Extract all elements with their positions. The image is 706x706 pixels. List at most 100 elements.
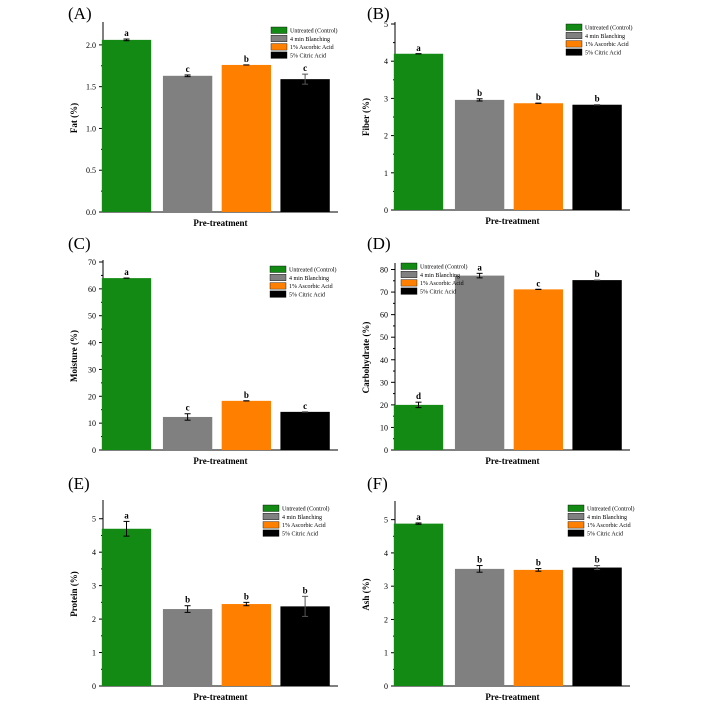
y-tick-label: 4 — [92, 548, 96, 557]
y-tick-label: 70 — [88, 258, 96, 267]
legend-swatch — [400, 279, 418, 287]
legend-label: 5% Citric Acid — [290, 53, 326, 59]
legend-label: Untreated (Control) — [289, 267, 336, 274]
legend-label: Untreated (Control) — [290, 28, 337, 35]
y-tick-label: 1 — [384, 169, 388, 178]
x-axis-title: Pre-treatment — [193, 218, 247, 228]
y-tick-label: 60 — [88, 285, 96, 294]
bar — [162, 75, 213, 212]
y-tick-label: 0.0 — [86, 208, 96, 217]
y-tick-label: 10 — [380, 423, 388, 432]
bar — [280, 411, 330, 450]
y-tick: 70 — [380, 280, 395, 297]
y-tick-label: 50 — [380, 333, 388, 342]
y-tick-label: 80 — [380, 266, 388, 275]
panel-label: (C) — [68, 234, 91, 253]
panel-label: (D) — [367, 234, 391, 253]
bar — [101, 528, 152, 686]
y-tick: 10 — [88, 409, 103, 428]
y-tick: 10 — [380, 415, 395, 432]
y-tick: 5 — [92, 515, 103, 524]
y-axis-title: Fiber (%) — [361, 98, 371, 136]
panel-label: (A) — [68, 4, 92, 23]
bar — [101, 278, 152, 450]
legend-swatch — [270, 43, 288, 51]
y-tick: 0.5 — [86, 148, 103, 175]
y-tick-label: 40 — [88, 339, 96, 348]
y-tick: 1 — [92, 635, 103, 658]
legend-swatch — [567, 521, 585, 529]
y-tick-label: 2 — [92, 615, 96, 624]
significance-label: b — [536, 558, 541, 568]
y-tick-label: 40 — [380, 356, 388, 365]
panel-label: (B) — [367, 4, 390, 23]
panel-label: (E) — [68, 474, 90, 493]
bar — [572, 280, 622, 450]
legend-swatch — [262, 504, 280, 512]
bar — [513, 103, 564, 210]
y-tick: 40 — [88, 328, 103, 348]
y-tick-label: 60 — [380, 311, 388, 320]
bar — [572, 104, 622, 210]
y-tick: 20 — [380, 393, 395, 410]
significance-label: b — [595, 94, 600, 104]
bar — [162, 416, 213, 450]
significance-label: a — [124, 28, 129, 38]
bar — [513, 569, 564, 686]
legend-label: Untreated (Control) — [587, 506, 634, 513]
y-tick-label: 5 — [384, 20, 388, 29]
legend-label: 4 min Blanching — [290, 37, 330, 43]
legend-label: 1% Ascorbic Acid — [290, 45, 334, 51]
bar — [221, 64, 272, 212]
y-tick: 4 — [384, 42, 395, 66]
y-tick: 0 — [384, 438, 395, 455]
legend-label: 5% Citric Acid — [289, 292, 325, 298]
significance-label: b — [536, 92, 541, 102]
bar — [513, 289, 564, 450]
y-tick: 1 — [384, 153, 395, 178]
legend-swatch — [567, 504, 585, 512]
legend-swatch — [400, 271, 418, 278]
y-tick: 30 — [380, 370, 395, 387]
y-tick: 0 — [92, 436, 103, 455]
x-axis-title: Pre-treatment — [193, 456, 247, 466]
y-tick: 2 — [384, 116, 395, 141]
legend-label: 4 min Blanching — [289, 276, 329, 282]
y-tick-label: 2 — [384, 132, 388, 141]
y-tick: 2 — [92, 601, 103, 624]
y-tick: 5 — [384, 516, 395, 525]
y-tick: 1.5 — [86, 65, 103, 92]
y-tick: 1.0 — [86, 107, 103, 133]
significance-label: a — [416, 512, 421, 522]
bar — [454, 99, 505, 210]
legend-swatch — [262, 521, 280, 529]
x-axis-title: Pre-treatment — [485, 692, 539, 702]
y-tick: 30 — [88, 355, 103, 374]
y-tick-label: 5 — [92, 515, 96, 524]
legend-swatch — [269, 274, 287, 281]
panel-label: (F) — [367, 474, 388, 493]
y-tick: 0.0 — [86, 190, 103, 217]
bar — [221, 400, 272, 450]
y-tick: 20 — [88, 382, 103, 401]
y-tick-label: 0 — [92, 682, 96, 691]
y-tick-label: 0 — [384, 446, 388, 455]
bar — [393, 523, 444, 686]
y-tick: 50 — [380, 325, 395, 342]
significance-label: b — [477, 555, 482, 565]
significance-label: b — [244, 390, 249, 400]
legend-label: 1% Ascorbic Acid — [420, 281, 464, 287]
bar — [572, 567, 622, 686]
legend-label: 4 min Blanching — [420, 273, 460, 279]
y-tick: 4 — [384, 535, 395, 558]
y-tick-label: 50 — [88, 312, 96, 321]
y-tick-label: 1.0 — [86, 124, 96, 133]
bar — [280, 606, 330, 686]
bar — [221, 604, 272, 686]
significance-label: b — [595, 555, 600, 565]
y-tick-label: 3 — [384, 582, 388, 591]
y-tick-label: 5 — [384, 516, 388, 525]
bar — [101, 39, 152, 213]
legend-swatch — [567, 513, 585, 520]
legend-swatch — [270, 51, 288, 59]
